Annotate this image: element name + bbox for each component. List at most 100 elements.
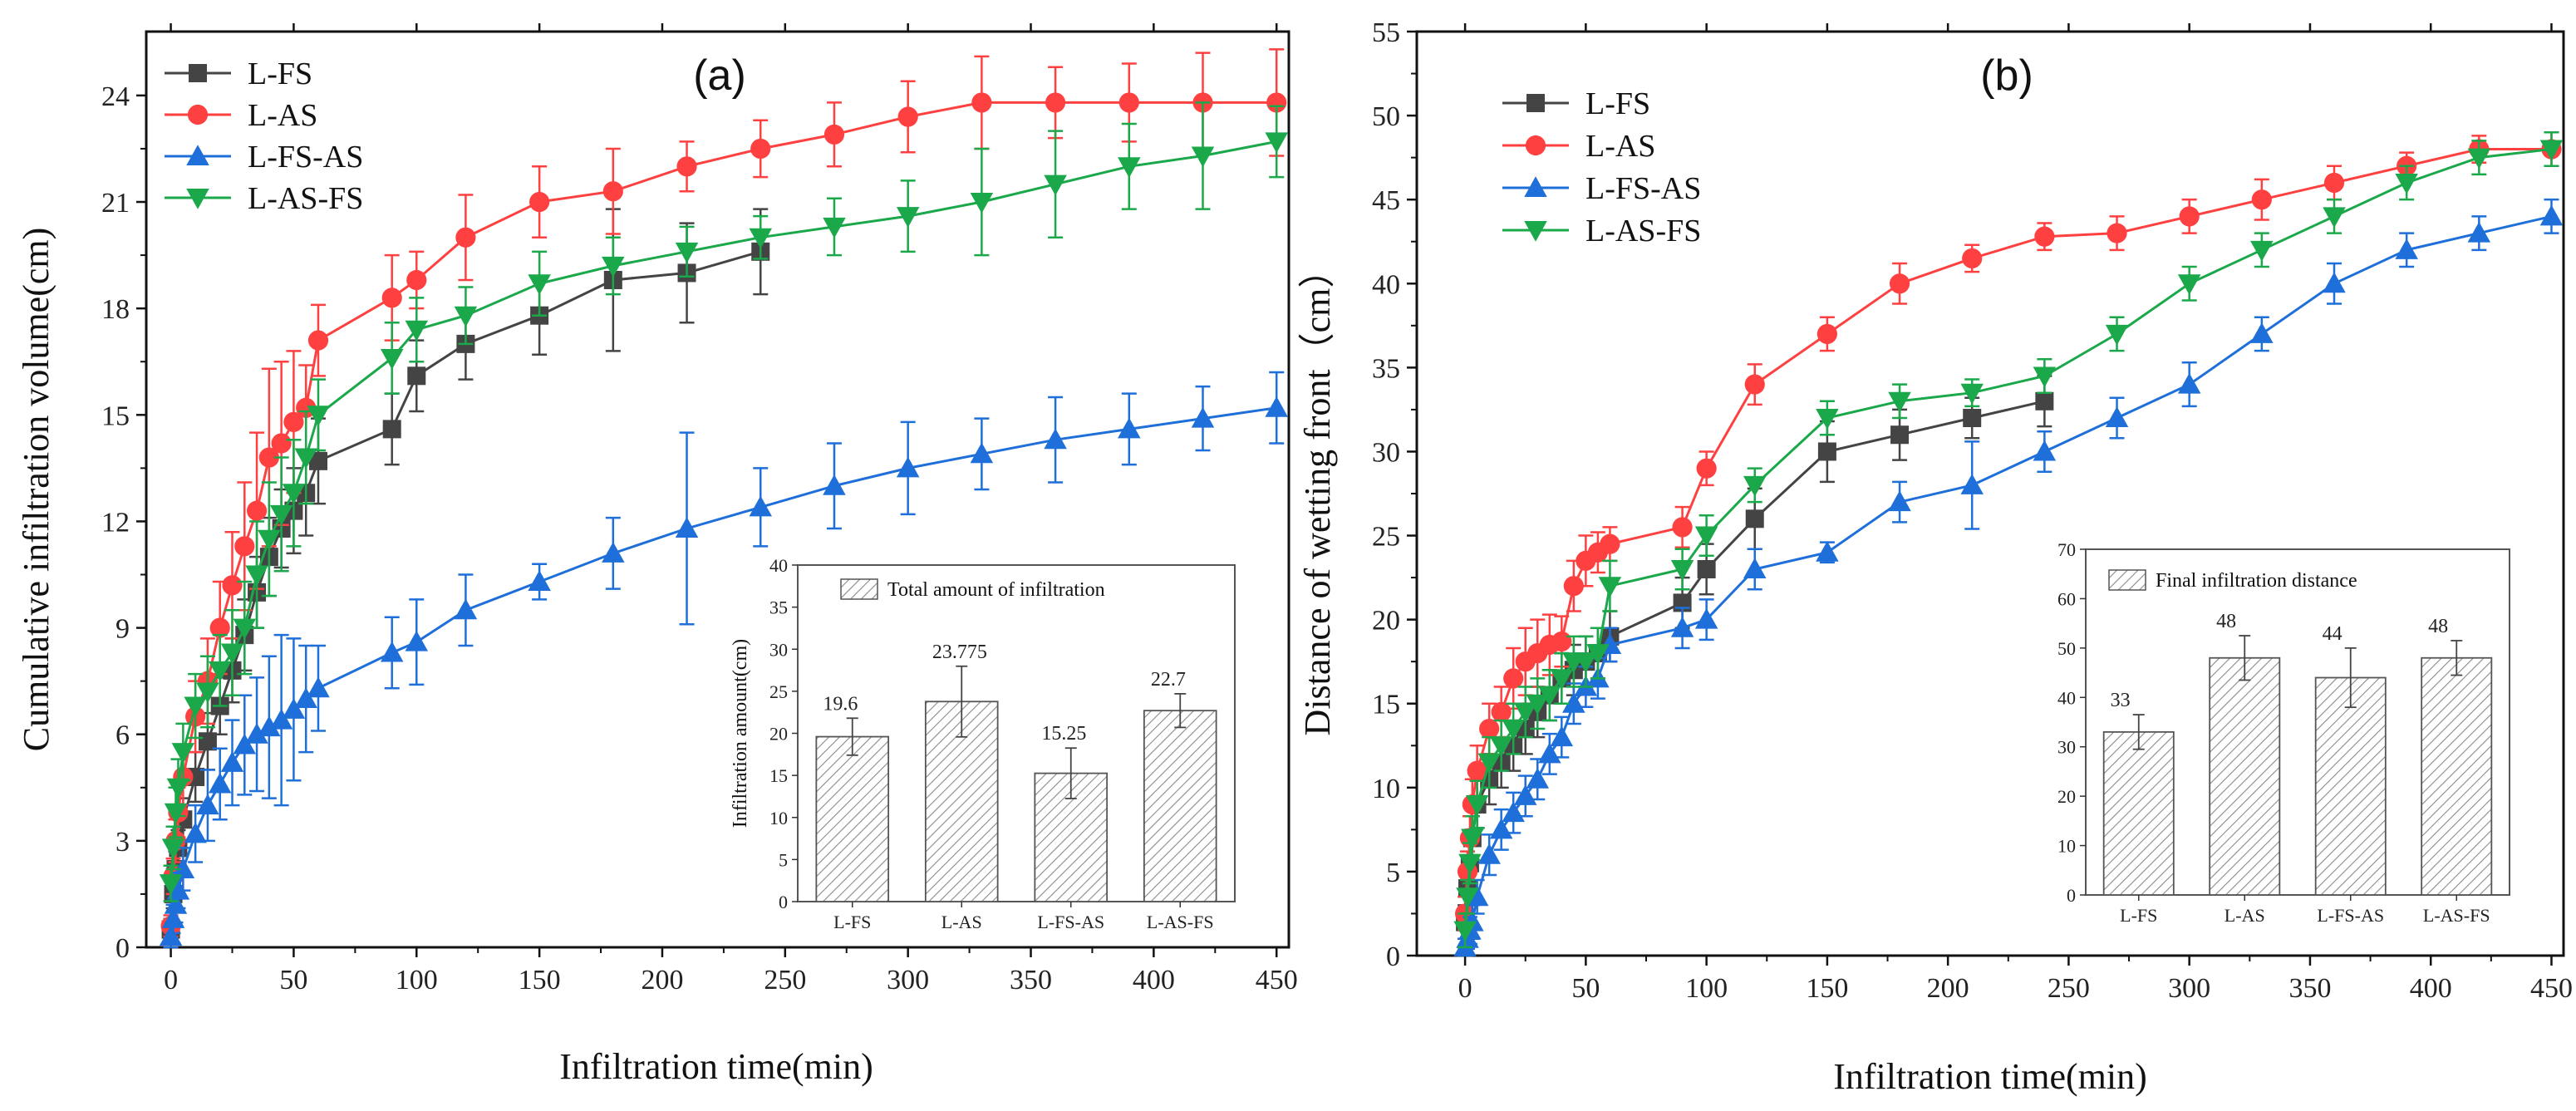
data-point <box>1888 490 1911 512</box>
inset-bar <box>2102 730 2175 896</box>
data-point <box>1551 631 1572 652</box>
data-point <box>1600 533 1620 554</box>
data-point <box>382 420 401 439</box>
data-point <box>1598 577 1622 597</box>
data-point <box>1696 458 1717 479</box>
legend-marker <box>1524 176 1547 197</box>
inset-legend-label: Total amount of infiltration <box>887 579 1105 601</box>
axis-tick-labels-b: 0 50 100 150 200 250 300 350 400 4500510152025303… <box>1372 17 2573 1004</box>
data-point <box>1491 701 1512 722</box>
data-point <box>2539 140 2564 161</box>
data-point <box>2177 274 2201 296</box>
y-tick-label: 45 <box>1372 185 1400 216</box>
y-tick-label: 25 <box>1372 522 1400 553</box>
x-tick-label: 300 <box>887 965 929 995</box>
x-tick-label: 0 <box>164 965 178 995</box>
data-point <box>676 156 697 177</box>
inset-y-tick-label: 0 <box>779 892 788 912</box>
data-point <box>166 878 190 900</box>
data-point <box>1963 409 1982 428</box>
inset-value-label: 15.25 <box>1041 723 1086 745</box>
data-point <box>245 722 268 744</box>
chart-panel-a: 0 50 100 150 200 250 300 350 400 4500369121518212… <box>16 23 1298 1087</box>
data-point <box>2250 322 2274 343</box>
inset-x-tick-label: L-AS <box>941 912 982 932</box>
y-tick-label: 18 <box>101 294 130 325</box>
data-point <box>1697 559 1716 578</box>
data-point <box>405 320 429 342</box>
inset-y-tick-label: 40 <box>2057 687 2076 708</box>
data-point <box>2033 366 2057 388</box>
data-point <box>1563 576 1584 597</box>
series-group-b <box>1453 131 2564 957</box>
y-tick-label: 6 <box>116 720 130 751</box>
data-point <box>269 708 293 730</box>
data-point <box>161 838 185 860</box>
data-point <box>2467 221 2491 243</box>
inset-x-tick-label: L-FS-AS <box>1037 912 1104 932</box>
data-point <box>171 858 195 879</box>
x-tick-label: 250 <box>764 965 806 995</box>
data-point <box>1672 517 1693 538</box>
data-point <box>1044 175 1067 196</box>
data-point <box>823 474 846 495</box>
x-tick-label: 0 <box>1458 973 1472 1004</box>
data-point <box>164 803 188 824</box>
legend-label: L-FS-AS <box>248 140 363 175</box>
data-point <box>2323 207 2346 229</box>
x-tick-label: 200 <box>1927 973 1969 1004</box>
inset-bar <box>2421 656 2493 896</box>
data-point <box>222 575 243 596</box>
x-tick-label: 100 <box>396 965 438 995</box>
data-point <box>208 772 232 794</box>
data-point <box>1586 644 1610 665</box>
series-l-as-fs <box>1453 131 2564 949</box>
data-point <box>1960 474 1984 494</box>
data-point <box>1503 668 1524 689</box>
y-tick-label: 0 <box>116 933 130 964</box>
data-point <box>455 227 476 248</box>
data-point <box>307 330 329 351</box>
data-point <box>184 822 207 843</box>
data-point <box>1489 818 1513 839</box>
data-point <box>896 456 920 478</box>
data-point <box>1489 736 1513 758</box>
data-point <box>896 207 920 228</box>
x-tick-label: 350 <box>1010 965 1052 995</box>
data-point <box>233 618 257 640</box>
x-axis-label-b: Infiltration time(min) <box>1833 1056 2147 1097</box>
y-tick-label: 15 <box>1372 690 1400 720</box>
data-point <box>1526 694 1550 715</box>
legend-label: L-AS <box>1585 129 1655 164</box>
data-point <box>1743 475 1767 497</box>
data-point <box>2177 372 2201 394</box>
data-point <box>2539 204 2564 226</box>
inset-y-tick-label: 30 <box>2057 737 2076 758</box>
data-point <box>1550 669 1574 691</box>
data-point <box>2179 206 2200 227</box>
data-point <box>1118 92 1139 113</box>
inset-y-tick-label: 30 <box>769 639 788 660</box>
data-point <box>1816 409 1839 430</box>
inset-x-tick-label: L-FS <box>833 912 871 932</box>
series-line <box>170 101 1277 927</box>
data-point <box>308 451 327 470</box>
panel-label-b: (b) <box>1980 52 2033 100</box>
x-tick-label: 350 <box>2288 973 2331 1004</box>
data-point <box>1890 425 1910 445</box>
data-point <box>823 124 845 145</box>
legend-label: L-FS <box>1585 86 1650 121</box>
data-point <box>269 504 293 526</box>
data-point <box>897 106 918 127</box>
series-group-a <box>159 48 1288 949</box>
data-point <box>2323 272 2346 293</box>
inset-x-tick-label: L-FS <box>2120 905 2157 926</box>
y-tick-label: 5 <box>1386 858 1400 888</box>
data-point <box>1461 828 1484 850</box>
data-point <box>1960 383 1984 405</box>
data-point <box>258 715 281 737</box>
y-tick-label: 3 <box>116 827 130 858</box>
data-point <box>233 733 257 755</box>
inset-value-label: 33 <box>2111 690 2131 711</box>
